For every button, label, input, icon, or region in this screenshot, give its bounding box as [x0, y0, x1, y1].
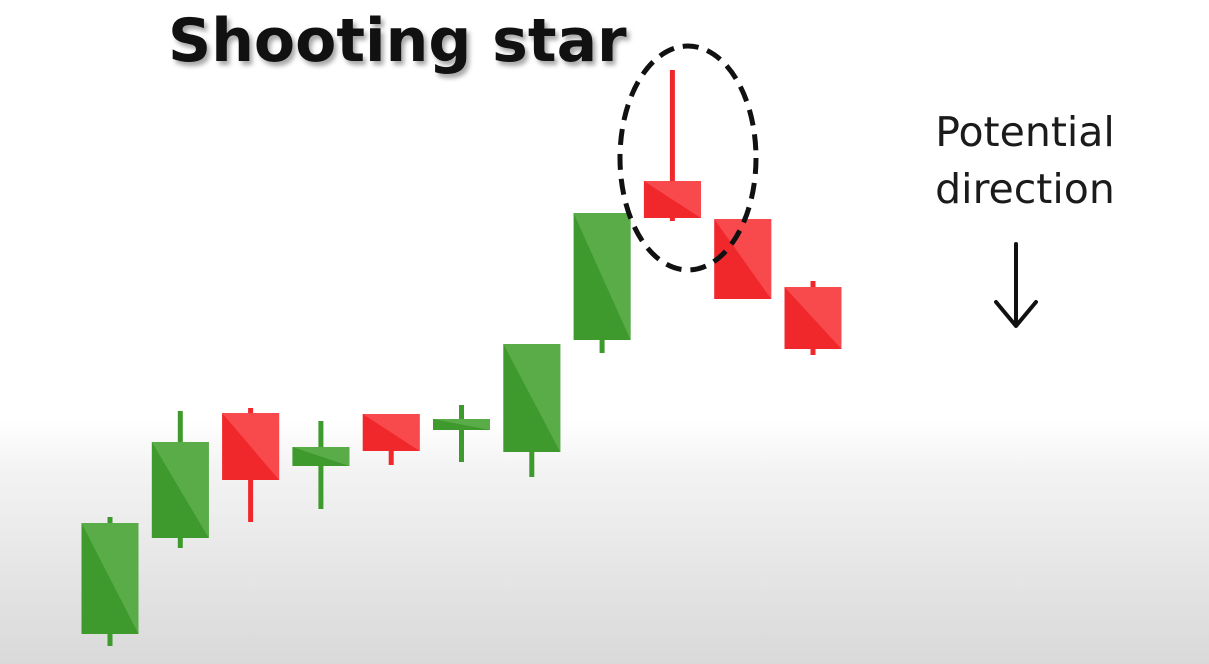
potential-direction-label: Potential direction [905, 104, 1145, 218]
candle-1-highlight [151, 442, 209, 538]
candle-10-highlight [784, 287, 842, 349]
candle-7-highlight [573, 213, 631, 340]
candle-5-wick [459, 405, 464, 462]
down-arrow-icon [994, 242, 1038, 328]
candles-layer [81, 70, 842, 646]
candle-7 [573, 213, 631, 353]
candle-9-highlight [714, 219, 772, 299]
candle-0 [81, 517, 139, 646]
candle-0-highlight [81, 523, 139, 634]
candle-9 [714, 219, 772, 299]
candle-3 [292, 421, 350, 509]
chart-title: Shooting star [168, 6, 627, 76]
potential-direction-line-2: direction [935, 165, 1115, 213]
candle-3-highlight [292, 447, 350, 466]
candle-2 [222, 408, 280, 522]
candle-6-highlight [503, 344, 561, 452]
candle-4 [362, 414, 420, 465]
candle-8 [643, 70, 701, 221]
candle-5-highlight [433, 419, 490, 430]
candle-6 [503, 344, 561, 477]
candle-1 [151, 411, 209, 548]
candle-5 [433, 405, 490, 462]
potential-direction-line-1: Potential [935, 108, 1115, 156]
shooting-star-highlight-ellipse [617, 43, 759, 273]
candle-8-wick [669, 70, 675, 221]
candle-2-highlight [222, 413, 280, 480]
candle-10 [784, 281, 842, 355]
candle-8-highlight [643, 181, 701, 218]
candle-4-highlight [362, 414, 420, 451]
